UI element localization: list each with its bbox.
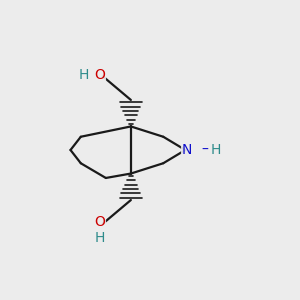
Text: –: – xyxy=(202,143,208,157)
Text: O: O xyxy=(94,215,105,229)
Text: O: O xyxy=(94,68,105,82)
Text: H: H xyxy=(95,231,105,245)
Text: N: N xyxy=(182,143,192,157)
Text: H: H xyxy=(79,68,89,82)
Text: H: H xyxy=(211,143,221,157)
